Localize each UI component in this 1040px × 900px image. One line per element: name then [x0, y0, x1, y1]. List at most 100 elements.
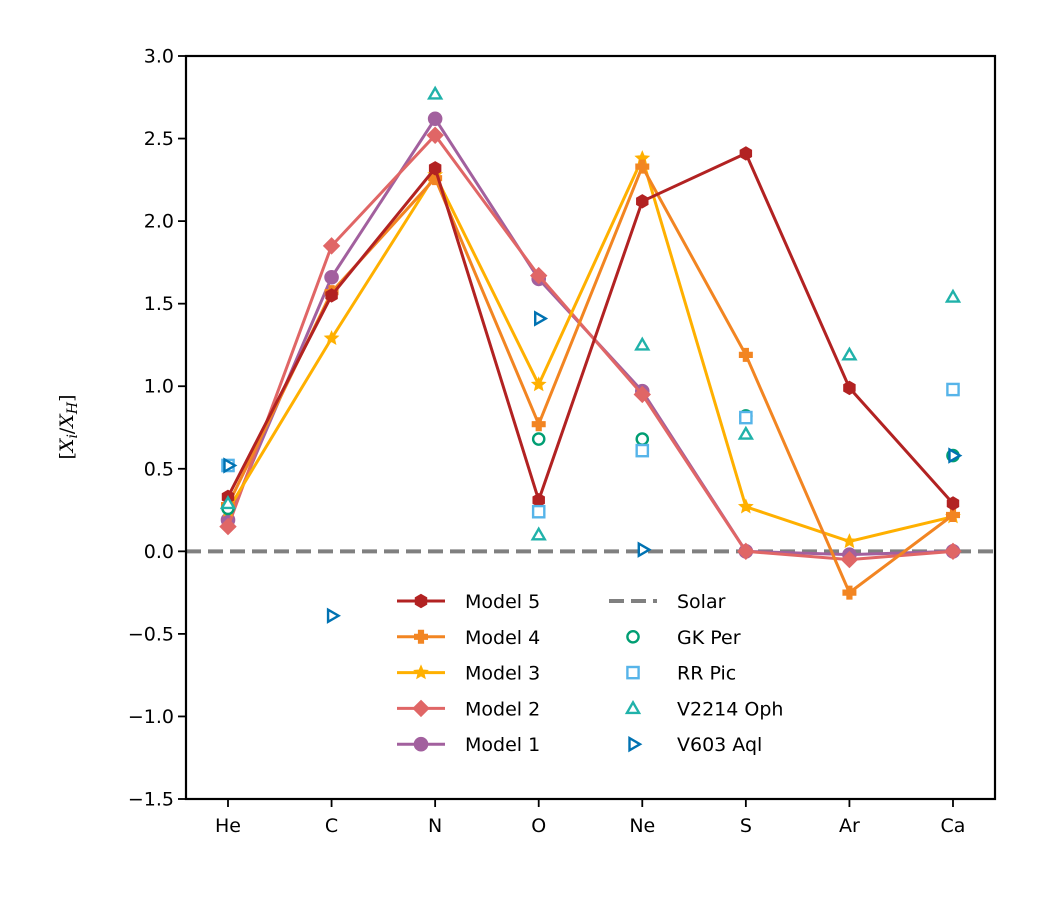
ylabel-x: X — [56, 437, 78, 454]
obs-v2214-oph-ar — [841, 346, 858, 361]
x-tick-label: N — [428, 815, 442, 837]
ylabel-open-bracket: [ — [56, 452, 78, 459]
legend-marker-v603-aql — [628, 736, 643, 753]
legend-item-solar: Solar — [609, 591, 726, 613]
observations-v2214-oph — [219, 85, 962, 541]
obs-v603-aql-ne — [637, 541, 652, 558]
point-model-3-c — [323, 330, 340, 346]
legend-item-v603-aql: V603 Aql — [628, 734, 762, 756]
point-model-2-s — [737, 542, 755, 561]
legend: Model 5 Model 4 Model 3 Model 2 Model 1 Solar… — [397, 591, 783, 756]
point-model-5-c — [325, 288, 338, 303]
point-model-4-o — [531, 417, 546, 432]
legend-label-model-1: Model 1 — [465, 734, 540, 756]
obs-v2214-oph-n — [427, 85, 444, 100]
point-model-4-ne — [635, 159, 650, 174]
legend-label-gk-per: GK Per — [677, 627, 741, 649]
ylabel-close-bracket: ] — [56, 394, 78, 401]
series-model-2 — [219, 126, 962, 569]
obs-rr-pic-ca — [946, 382, 960, 397]
obs-gk-per-ne — [635, 432, 650, 446]
obs-v603-aql-c — [326, 607, 341, 624]
point-model-3-o — [530, 376, 547, 392]
ylabel-x-denominator: X — [56, 413, 78, 430]
legend-item-model-3: Model 3 — [397, 663, 540, 685]
legend-item-rr-pic: RR Pic — [626, 663, 736, 685]
legend-item-model-2: Model 2 — [397, 698, 540, 720]
point-model-5-ne — [636, 194, 649, 209]
observations-rr-pic — [221, 382, 960, 519]
legend-item-gk-per: GK Per — [626, 627, 741, 649]
legend-label-model-2: Model 2 — [465, 698, 540, 720]
obs-rr-pic-s — [739, 410, 753, 425]
point-model-3-ar — [841, 533, 858, 549]
y-tick-label: 0.0 — [144, 541, 174, 563]
ylabel-subscript-h: H — [65, 401, 81, 415]
obs-rr-pic-o — [531, 504, 546, 519]
legend-marker-model-5 — [414, 593, 428, 609]
legend-label-v2214-oph: V2214 Oph — [677, 698, 783, 720]
obs-v2214-oph-o — [530, 526, 547, 541]
observation-layer — [219, 85, 963, 624]
series-model-5 — [221, 146, 960, 511]
point-model-5-o — [532, 492, 545, 508]
legend-marker-model-4 — [414, 629, 428, 644]
point-model-1-c — [324, 269, 339, 285]
y-tick-label: 3.0 — [144, 46, 174, 68]
legend-item-model-1: Model 1 — [397, 734, 540, 756]
legend-item-model-5: Model 5 — [397, 591, 540, 613]
point-model-2-he — [219, 517, 237, 536]
legend-label-model-5: Model 5 — [465, 591, 540, 613]
point-model-2-c — [322, 237, 341, 255]
series-model-4 — [221, 159, 960, 600]
point-model-5-ca — [946, 496, 960, 511]
series-line-model-5 — [226, 151, 955, 505]
point-model-2-ar — [840, 550, 859, 569]
point-model-2-ne — [633, 385, 651, 404]
legend-marker-model-1 — [413, 736, 429, 752]
legend-label-model-3: Model 3 — [465, 663, 540, 685]
obs-v603-aql-o — [534, 310, 549, 327]
y-tick-label: −1.0 — [128, 706, 174, 728]
point-model-2-ca — [944, 542, 962, 561]
legend-marker-rr-pic — [626, 665, 640, 680]
point-model-4-ca — [945, 508, 960, 523]
legend-marker-model-2 — [412, 699, 430, 718]
legend-label-solar: Solar — [677, 591, 726, 613]
ylabel-slash: / — [56, 427, 78, 434]
obs-v2214-oph-ne — [634, 336, 651, 351]
x-tick-label: Ar — [839, 815, 860, 837]
series-line-model-2 — [226, 132, 954, 562]
obs-v2214-oph-he — [219, 495, 237, 510]
legend-marker-gk-per — [626, 630, 640, 644]
point-model-3-s — [737, 498, 754, 514]
legend-item-model-4: Model 4 — [397, 627, 540, 649]
obs-v603-aql-ca — [948, 447, 963, 464]
y-tick-label: 2.5 — [144, 128, 174, 150]
obs-v2214-oph-ca — [944, 288, 962, 303]
x-tick-label: O — [531, 815, 546, 837]
x-tick-label: Ca — [941, 815, 966, 837]
legend-label-rr-pic: RR Pic — [677, 663, 736, 685]
x-tick-label: S — [740, 815, 752, 837]
y-axis-label: [Xi/XH] — [56, 394, 81, 459]
point-model-5-s — [739, 146, 753, 161]
obs-gk-per-o — [531, 432, 546, 446]
legend-marker-model-3 — [413, 664, 429, 680]
y-tick-label: 1.0 — [144, 376, 174, 398]
legend-item-v2214-oph: V2214 Oph — [624, 698, 783, 720]
y-tick-label: 2.0 — [144, 211, 174, 233]
point-model-1-n — [427, 111, 443, 127]
obs-v2214-oph-s — [737, 425, 754, 440]
legend-label-v603-aql: V603 Aql — [677, 734, 762, 756]
y-tick-label: 1.5 — [144, 293, 174, 315]
point-model-4-s — [738, 347, 753, 362]
observations-gk-per — [221, 409, 960, 516]
y-tick-label: 0.5 — [144, 458, 174, 480]
x-tick-label: He — [215, 815, 241, 837]
axis-layer: −1.5 −1.0 −0.5 0.0 0.5 1.0 1.5 2.0 2.5 3.0 He C N O Ne… — [128, 46, 966, 838]
point-model-2-o — [530, 266, 548, 285]
point-model-2-n — [426, 126, 444, 144]
ylabel-subscript-i: i — [65, 434, 81, 438]
